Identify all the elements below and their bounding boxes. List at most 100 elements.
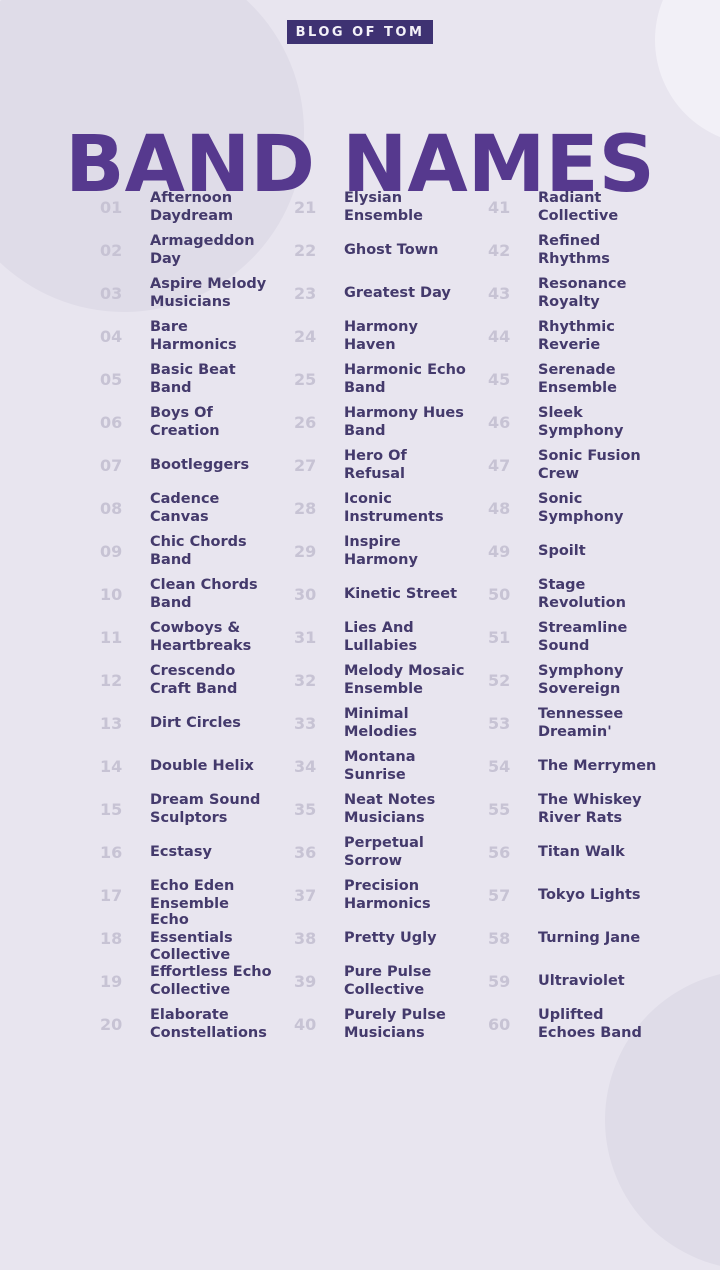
- list-item: 11 Cowboys & Heartbreaks: [100, 616, 294, 659]
- item-number: 35: [294, 800, 317, 819]
- item-number: 36: [294, 843, 317, 862]
- list-item: 54 The Merrymen: [488, 745, 682, 788]
- list-item: 05 Basic Beat Band: [100, 358, 294, 401]
- item-number: 31: [294, 628, 317, 647]
- band-name: Cadence Canvas: [150, 491, 220, 525]
- item-number: 60: [488, 1015, 511, 1034]
- list-item: 38 Pretty Ugly: [294, 917, 488, 960]
- list-item: 56 Titan Walk: [488, 831, 682, 874]
- list-column-2: 21 Elysian Ensemble 22 Ghost Town 23 Greatest…: [294, 186, 488, 1046]
- band-name: Serenade Ensemble: [538, 362, 617, 396]
- band-name: Basic Beat Band: [150, 362, 236, 396]
- band-name: Bootleggers: [150, 456, 250, 473]
- item-number: 56: [488, 843, 511, 862]
- band-name: Neat Notes Musicians: [344, 792, 436, 826]
- list-item: 55 The Whiskey River Rats: [488, 788, 682, 831]
- item-number: 43: [488, 284, 511, 303]
- band-name: Harmony Hues Band: [344, 405, 464, 439]
- item-number: 58: [488, 929, 511, 948]
- band-name: Melody Mosaic Ensemble: [344, 663, 465, 697]
- item-number: 30: [294, 585, 317, 604]
- list-column-3: 41 Radiant Collective 42 Refined Rhythms 43 R…: [488, 186, 682, 1046]
- band-name: Hero Of Refusal: [344, 448, 407, 482]
- list-item: 03 Aspire Melody Musicians: [100, 272, 294, 315]
- band-name: Turning Jane: [538, 929, 641, 946]
- band-name: Clean Chords Band: [150, 577, 258, 611]
- list-item: 49 Spoilt: [488, 530, 682, 573]
- band-name: Symphony Sovereign: [538, 663, 624, 697]
- list-item: 52 Symphony Sovereign: [488, 659, 682, 702]
- item-number: 44: [488, 327, 511, 346]
- item-number: 34: [294, 757, 317, 776]
- list-item: 28 Iconic Instruments: [294, 487, 488, 530]
- list-item: 34 Montana Sunrise: [294, 745, 488, 788]
- band-name: Greatest Day: [344, 284, 451, 301]
- item-number: 17: [100, 886, 123, 905]
- item-number: 29: [294, 542, 317, 561]
- band-name: Ultraviolet: [538, 972, 625, 989]
- item-number: 54: [488, 757, 511, 776]
- band-name: Pretty Ugly: [344, 929, 437, 946]
- item-number: 22: [294, 241, 317, 260]
- item-number: 51: [488, 628, 511, 647]
- item-number: 15: [100, 800, 123, 819]
- item-number: 12: [100, 671, 123, 690]
- band-name: Elysian Ensemble: [344, 190, 423, 224]
- band-name: Echo Eden Ensemble: [150, 878, 235, 912]
- band-name: Armageddon Day: [150, 233, 255, 267]
- band-name: Stage Revolution: [538, 577, 626, 611]
- band-name: Pure Pulse Collective: [344, 964, 432, 998]
- list-item: 51 Streamline Sound: [488, 616, 682, 659]
- item-number: 24: [294, 327, 317, 346]
- item-number: 19: [100, 972, 123, 991]
- band-name: Kinetic Street: [344, 585, 458, 602]
- band-name: Chic Chords Band: [150, 534, 247, 568]
- list-item: 12 Crescendo Craft Band: [100, 659, 294, 702]
- list-item: 19 Effortless Echo Collective: [100, 960, 294, 1003]
- item-number: 50: [488, 585, 511, 604]
- item-number: 06: [100, 413, 123, 432]
- band-name: Refined Rhythms: [538, 233, 610, 267]
- band-name: Tennessee Dreamin': [538, 706, 624, 740]
- band-name: The Whiskey River Rats: [538, 792, 642, 826]
- list-item: 21 Elysian Ensemble: [294, 186, 488, 229]
- band-name: Rhythmic Reverie: [538, 319, 615, 353]
- list-item: 32 Melody Mosaic Ensemble: [294, 659, 488, 702]
- item-number: 09: [100, 542, 123, 561]
- band-name-list: 01 Afternoon Daydream 02 Armageddon Day 03 As…: [100, 186, 682, 1046]
- list-item: 15 Dream Sound Sculptors: [100, 788, 294, 831]
- band-name: Spoilt: [538, 542, 586, 559]
- list-item: 13 Dirt Circles: [100, 702, 294, 745]
- item-number: 25: [294, 370, 317, 389]
- item-number: 23: [294, 284, 317, 303]
- band-name: Montana Sunrise: [344, 749, 416, 783]
- page-title: BAND NAMES: [65, 120, 655, 211]
- band-name: Radiant Collective: [538, 190, 619, 224]
- band-name: Aspire Melody Musicians: [150, 276, 267, 310]
- item-number: 52: [488, 671, 511, 690]
- list-item: 23 Greatest Day: [294, 272, 488, 315]
- list-item: 47 Sonic Fusion Crew: [488, 444, 682, 487]
- item-number: 49: [488, 542, 511, 561]
- item-number: 39: [294, 972, 317, 991]
- list-item: 24 Harmony Haven: [294, 315, 488, 358]
- band-name: Resonance Royalty: [538, 276, 627, 310]
- item-number: 41: [488, 198, 511, 217]
- item-number: 37: [294, 886, 317, 905]
- item-number: 48: [488, 499, 511, 518]
- list-item: 17 Echo Eden Ensemble: [100, 874, 294, 917]
- list-item: 48 Sonic Symphony: [488, 487, 682, 530]
- list-item: 43 Resonance Royalty: [488, 272, 682, 315]
- list-item: 04 Bare Harmonics: [100, 315, 294, 358]
- item-number: 02: [100, 241, 123, 260]
- band-name: Sonic Fusion Crew: [538, 448, 641, 482]
- band-name: Bare Harmonics: [150, 319, 237, 353]
- item-number: 11: [100, 628, 123, 647]
- item-number: 07: [100, 456, 123, 475]
- list-item: 29 Inspire Harmony: [294, 530, 488, 573]
- list-item: 40 Purely Pulse Musicians: [294, 1003, 488, 1046]
- item-number: 05: [100, 370, 123, 389]
- band-name: Ghost Town: [344, 241, 439, 258]
- band-name: Ecstasy: [150, 843, 212, 860]
- list-item: 41 Radiant Collective: [488, 186, 682, 229]
